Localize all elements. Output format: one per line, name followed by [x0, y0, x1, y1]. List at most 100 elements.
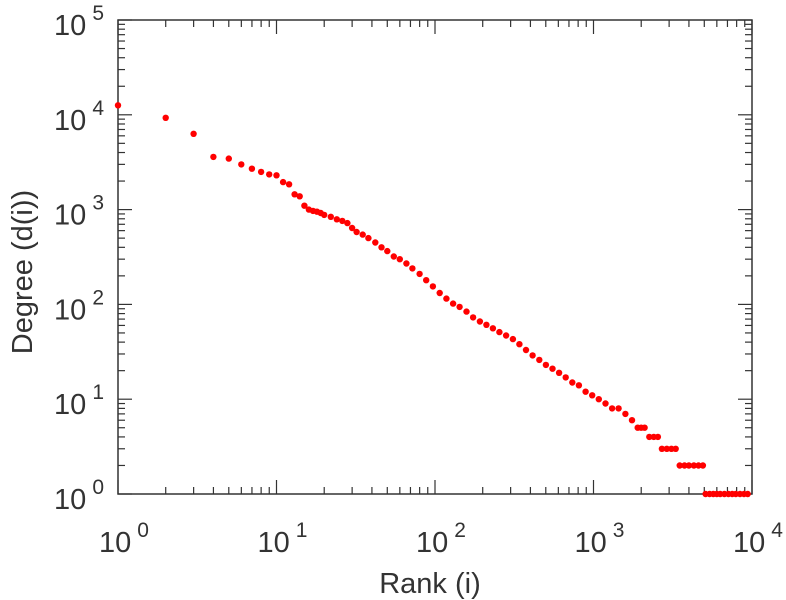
data-point	[529, 352, 536, 359]
x-tick-label-base: 10	[575, 527, 607, 559]
data-point	[622, 410, 629, 418]
data-point	[162, 114, 169, 122]
data-point	[429, 283, 437, 290]
axis-ticks	[117, 19, 753, 495]
data-point	[291, 191, 298, 198]
x-tick-label-base: 10	[733, 527, 765, 559]
data-point	[348, 224, 356, 232]
y-tick-label-exponent: 4	[92, 97, 104, 120]
data-point	[285, 181, 293, 188]
y-tick-label: 10 4	[54, 97, 104, 137]
data-point	[296, 193, 303, 200]
data-point	[279, 178, 287, 186]
x-tick-label: 10 3	[575, 519, 625, 559]
data-point	[456, 303, 463, 311]
data-point	[301, 202, 308, 209]
data-point	[681, 462, 688, 469]
data-point	[449, 300, 457, 307]
data-point	[238, 161, 245, 168]
data-point	[549, 365, 556, 372]
data-point	[672, 445, 679, 452]
data-point	[266, 171, 273, 178]
data-point	[575, 382, 583, 389]
data-point	[114, 102, 122, 109]
x-tick-label-base: 10	[99, 527, 131, 559]
data-point	[562, 374, 569, 381]
x-axis-label: Rank (i)	[379, 568, 481, 600]
data-point	[344, 219, 351, 227]
x-tick-label-base: 10	[416, 527, 448, 559]
data-point	[663, 445, 670, 452]
data-point	[582, 388, 589, 395]
data-point	[443, 295, 450, 302]
y-tick-label: 10 1	[54, 381, 104, 421]
y-tick-label-exponent: 5	[92, 2, 104, 25]
data-point	[469, 314, 477, 321]
data-point	[608, 405, 616, 412]
y-tick-label: 10 5	[54, 2, 104, 42]
data-point	[339, 217, 346, 225]
data-point	[225, 155, 232, 162]
data-point	[536, 356, 543, 364]
data-point	[210, 153, 217, 161]
y-tick-label-base: 10	[54, 389, 86, 421]
data-point	[321, 211, 328, 219]
data-point	[496, 328, 503, 336]
x-tick-label-exponent: 0	[137, 519, 149, 542]
data-point	[372, 239, 379, 246]
data-point	[396, 256, 403, 263]
data-point	[384, 247, 391, 255]
data-point	[353, 228, 360, 236]
x-tick-label-exponent: 4	[771, 519, 783, 542]
y-tick-label-base: 10	[54, 294, 86, 326]
data-point	[489, 325, 497, 332]
data-point	[190, 130, 197, 137]
data-point	[502, 332, 510, 339]
data-point	[658, 445, 666, 452]
data-point	[333, 216, 340, 223]
data-point	[654, 433, 662, 441]
plot-frame	[117, 19, 753, 495]
data-point	[628, 417, 636, 424]
data-point	[273, 172, 280, 179]
data-point	[522, 346, 530, 354]
data-point	[595, 396, 602, 403]
y-tick-label-base: 10	[54, 484, 86, 516]
x-tick-label-exponent: 2	[454, 519, 466, 542]
x-tick-label-base: 10	[258, 527, 290, 559]
data-point	[359, 231, 366, 238]
data-point	[365, 234, 372, 242]
data-point	[516, 341, 523, 348]
y-tick-label-exponent: 1	[92, 381, 104, 404]
x-tick-label: 10 2	[416, 519, 466, 559]
y-tick-label-base: 10	[54, 105, 86, 137]
data-points	[114, 102, 751, 498]
data-point	[569, 379, 576, 386]
data-point	[555, 369, 563, 376]
y-tick-label-exponent: 3	[92, 192, 104, 215]
data-point	[378, 244, 385, 251]
y-tick-label-exponent: 0	[92, 476, 104, 499]
data-point	[602, 400, 609, 407]
y-tick-label: 10 3	[54, 192, 104, 232]
data-point	[423, 277, 430, 284]
data-point	[327, 213, 334, 220]
data-point	[615, 405, 622, 412]
x-tick-label: 10 1	[258, 519, 308, 559]
data-point	[390, 253, 397, 260]
y-tick-label: 10 0	[54, 476, 104, 516]
data-point	[685, 462, 693, 469]
data-point	[542, 361, 550, 369]
axis-tick-labels: 10 0 10 1 10 2 10 3 10 4 10 0 10 1 10 2 10 3 10 4 10 5	[54, 2, 783, 559]
data-point	[436, 289, 443, 297]
data-point	[416, 270, 423, 278]
data-point	[409, 265, 416, 272]
y-tick-label: 10 2	[54, 286, 104, 326]
x-tick-label-exponent: 1	[296, 519, 308, 542]
data-point	[699, 462, 707, 469]
data-point	[690, 462, 698, 469]
data-point	[463, 308, 470, 315]
data-point	[641, 424, 648, 431]
data-point	[257, 168, 265, 176]
data-point	[403, 260, 410, 267]
